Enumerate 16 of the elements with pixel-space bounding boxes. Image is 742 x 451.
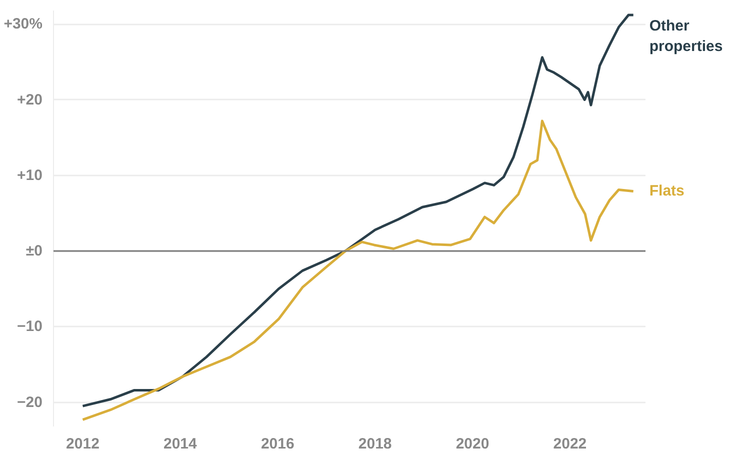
x-tick-label: 2022 (553, 436, 587, 451)
line-series (81, 14, 635, 408)
y-tick-label: +10 (17, 166, 43, 184)
y-tick-label: −10 (17, 318, 43, 336)
y-tick-label: ±0 (26, 242, 43, 260)
x-tick-label: 2018 (358, 436, 392, 451)
x-tick-label: 2016 (260, 436, 294, 451)
x-tick-label: 2012 (66, 436, 100, 451)
x-tick-label: 2014 (164, 436, 198, 451)
series-label: Other properties (649, 18, 723, 56)
y-tick-label: −20 (17, 394, 43, 411)
y-tick-label: +30% (4, 16, 43, 33)
y-tick-label: +20 (17, 91, 43, 108)
series-label: Flats (649, 182, 684, 200)
line-series (81, 120, 635, 421)
x-tick-label: 2020 (456, 436, 490, 451)
